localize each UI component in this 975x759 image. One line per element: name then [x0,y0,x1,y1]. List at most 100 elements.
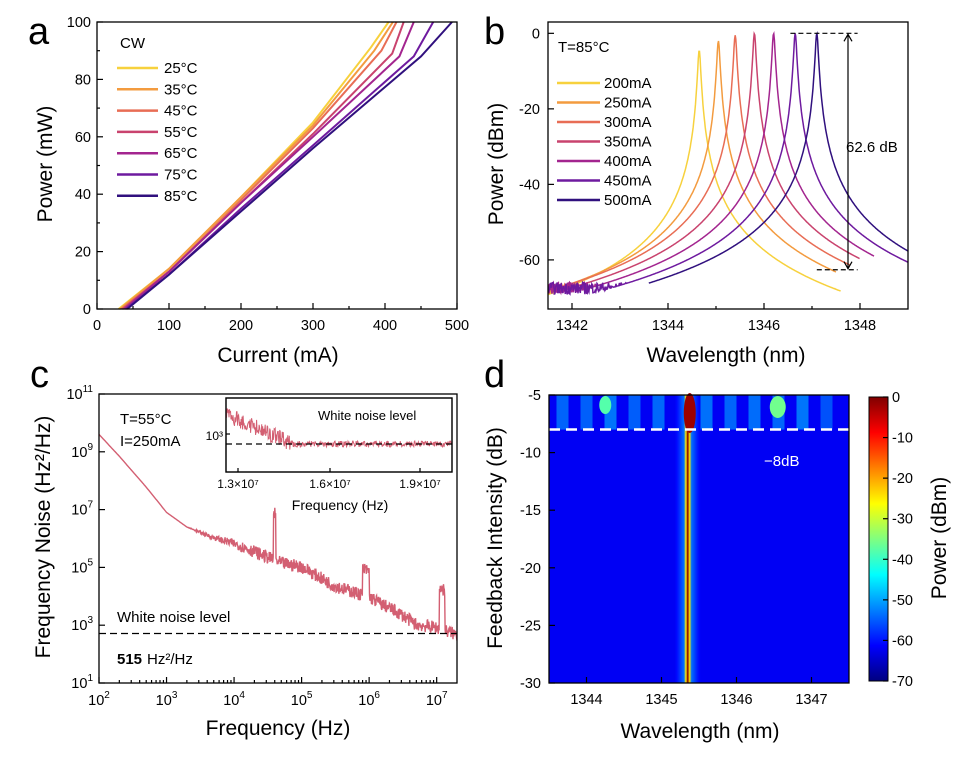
panel-a-ytick-label-1: 20 [75,245,91,261]
panel-c-inset-frame [225,397,453,473]
panel-b-legend-label-3: 350mA [604,134,652,151]
panel-a-xtick-label-0: 0 [93,318,101,334]
panel-a-legend-label-0: 25°C [164,60,198,77]
panel-d-fringe [724,395,737,430]
panel-d-fringe [796,395,809,430]
panel-a-series-line-1 [119,21,394,310]
panel-d-hotspot [769,396,786,418]
panel-c-ytick-label-1: 103 [71,615,93,634]
panel-a-legend-label-6: 85°C [164,188,198,205]
panel-c-xtick-label-2: 104 [223,690,245,709]
panel-d-hotspot [683,393,696,433]
panel-b-legend-label-2: 300mA [604,114,652,131]
panel-c-frame [98,393,458,684]
inset-title: White noise level [318,408,416,423]
panel-d-xtick-label-0: 1344 [570,692,602,708]
panel-b-ytick-label-1: -20 [519,102,540,118]
panel-c-ytick-label-5: 1011 [66,384,93,403]
panel-b-ytick-label-2: -40 [519,177,540,193]
panel-b-arrow-head-top [843,33,853,42]
panel-d-ytick-label-2: -15 [520,503,541,519]
panel-a-xtick-label-4: 400 [373,318,397,334]
panel-d-colorbar-label: Power (dBm) [928,477,951,600]
panel-d-ytick-label-5: -30 [520,676,541,692]
panel-a-ytick-label-3: 60 [75,130,91,146]
panel-a-series-line-6 [126,21,453,310]
panel-a-xtick-label-3: 300 [301,318,325,334]
panel-b-xtick-label-0: 1342 [556,318,588,334]
panel-a-chart: Current (mA) Power (mW) CW 0 100 200 300 400… [34,15,469,367]
panel-b-frame [547,21,909,310]
panel-b-legend-title: T=85°C [558,39,610,56]
panel-c-param-t: T=55°C [120,411,172,428]
panel-d-colorbar-tick-label-6: -60 [892,633,913,649]
panel-label-b: b [484,11,505,53]
panel-d-colorbar-tick-label-7: -70 [892,674,913,690]
panel-d-ylabel: Feedback Intensity (dB) [484,427,507,649]
panel-d-xtick-label-3: 1347 [795,692,827,708]
panel-d-threshold-label: −8dB [764,453,799,470]
panel-b-xlabel: Wavelength (nm) [646,344,805,367]
panel-c-ylabel: Frequency Noise (Hz²/Hz) [32,416,55,659]
panel-a-xlabel: Current (mA) [217,344,338,367]
panel-d-xtick-label-2: 1346 [720,692,752,708]
panel-b-plot-area [548,30,908,296]
panel-b-legend-label-4: 400mA [604,153,652,170]
panel-c-ytick-label-2: 105 [71,557,93,576]
panel-b-spectrum-1 [548,40,837,292]
panel-d-fringe [580,395,593,430]
panel-a-legend-label-1: 35°C [164,81,198,98]
panel-label-d: d [484,354,505,396]
panel-c-plot-area [99,433,457,641]
panel-d-fringe [652,395,665,430]
panel-a-xtick-label-1: 100 [157,318,181,334]
panel-c-xtick-label-4: 106 [358,690,380,709]
panel-a-series-line-0 [117,21,390,310]
inset-xtick-2: 1.9×10⁷ [399,477,440,491]
panel-a-ytick-label-0: 0 [83,302,91,318]
panel-c-white-noise-value: 515 Hz²/Hz [117,651,193,668]
panel-a-ytick-label-4: 80 [75,72,91,88]
panel-c-xlabel: Frequency (Hz) [206,717,351,740]
panel-a-legend-title: CW [120,35,146,52]
panel-b-spectrum-6 [648,30,908,284]
panel-a-xtick-label-5: 500 [445,318,469,334]
inset-xlabel: Frequency (Hz) [292,497,388,513]
panel-a-legend-label-4: 65°C [164,145,198,162]
panel-d-xlabel: Wavelength (nm) [620,720,779,743]
panel-a-ytick-label-5: 100 [67,15,91,31]
panel-d-colorbar-tick-label-4: -40 [892,552,913,568]
panel-label-c: c [30,354,49,396]
panel-a-series-line-4 [123,21,415,310]
panel-b-legend-label-5: 450mA [604,173,652,190]
panel-c-xtick-label-0: 102 [88,690,110,709]
panel-d-colorbar-tick-label-3: -30 [892,512,913,528]
panel-d-fringe [820,395,833,430]
panel-c-param-i: I=250mA [120,433,180,450]
panel-d-ytick-label-3: -20 [520,561,541,577]
panel-d-colorbar-tick-label-0: 0 [892,390,900,406]
panel-label-a: a [28,11,50,53]
panel-c-xtick-label-1: 103 [156,690,178,709]
panel-b-xtick-label-2: 1346 [748,318,780,334]
panel-c-ytick-label-0: 101 [71,673,93,692]
panel-b-spectrum-2 [548,35,851,291]
panel-d-fringe [628,395,641,430]
panel-a-legend-label-3: 55°C [164,124,198,141]
panel-b-legend-label-6: 500mA [604,192,652,209]
panel-b-arrow-head-bottom [843,261,853,270]
panel-a-ytick-label-2: 40 [75,187,91,203]
panel-d-colorbar-tick-label-5: -50 [892,593,913,609]
panel-d-fringe [700,395,713,430]
panel-a-ylabel: Power (mW) [34,106,57,223]
panel-d-ytick-label-1: -10 [520,446,541,462]
panel-b-xtick-label-1: 1344 [652,318,684,334]
panel-d-ytick-label-4: -25 [520,618,541,634]
panel-b-legend-label-0: 200mA [604,75,652,92]
panel-a-legend-label-5: 75°C [164,167,198,184]
panel-c-inset-spectrum [225,408,453,450]
panel-b-ylabel: Power (dBm) [485,103,508,226]
inset-xtick-1: 1.6×10⁷ [309,477,350,491]
panel-d-ytick-label-0: -5 [528,388,541,404]
panel-d-heatmap-base [549,395,849,683]
